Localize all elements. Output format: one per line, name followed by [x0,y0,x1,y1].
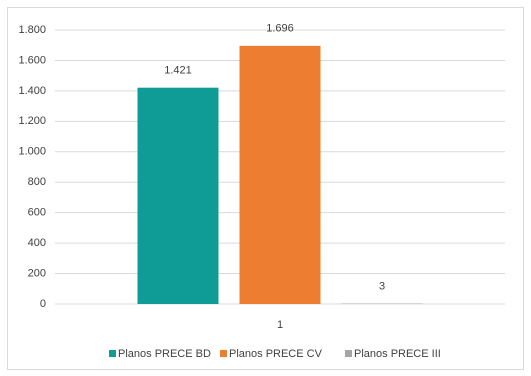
y-tick-label: 400 [28,237,46,249]
x-tick-label: 1 [277,319,283,331]
y-tick-label: 600 [28,207,46,219]
data-label: 3 [379,280,385,292]
data-label: 1.421 [164,65,192,77]
legend-label: Planos PRECE CV [229,348,323,360]
y-tick-label: 0 [40,298,46,310]
y-tick-label: 1.800 [18,24,46,36]
legend-label: Planos PRECE BD [118,348,211,360]
y-tick-label: 1.600 [18,54,46,66]
legend-swatch [220,350,227,357]
y-tick-label: 200 [28,267,46,279]
y-tick-label: 1.200 [18,115,46,127]
legend-label: Planos PRECE III [354,348,441,360]
y-tick-label: 1.000 [18,146,46,158]
bar [137,87,219,304]
y-tick-label: 1.400 [18,85,46,97]
legend-swatch [345,350,352,357]
y-tick-label: 800 [28,176,46,188]
legend-swatch [109,350,116,357]
bar [239,45,321,304]
data-label: 1.696 [266,23,294,35]
